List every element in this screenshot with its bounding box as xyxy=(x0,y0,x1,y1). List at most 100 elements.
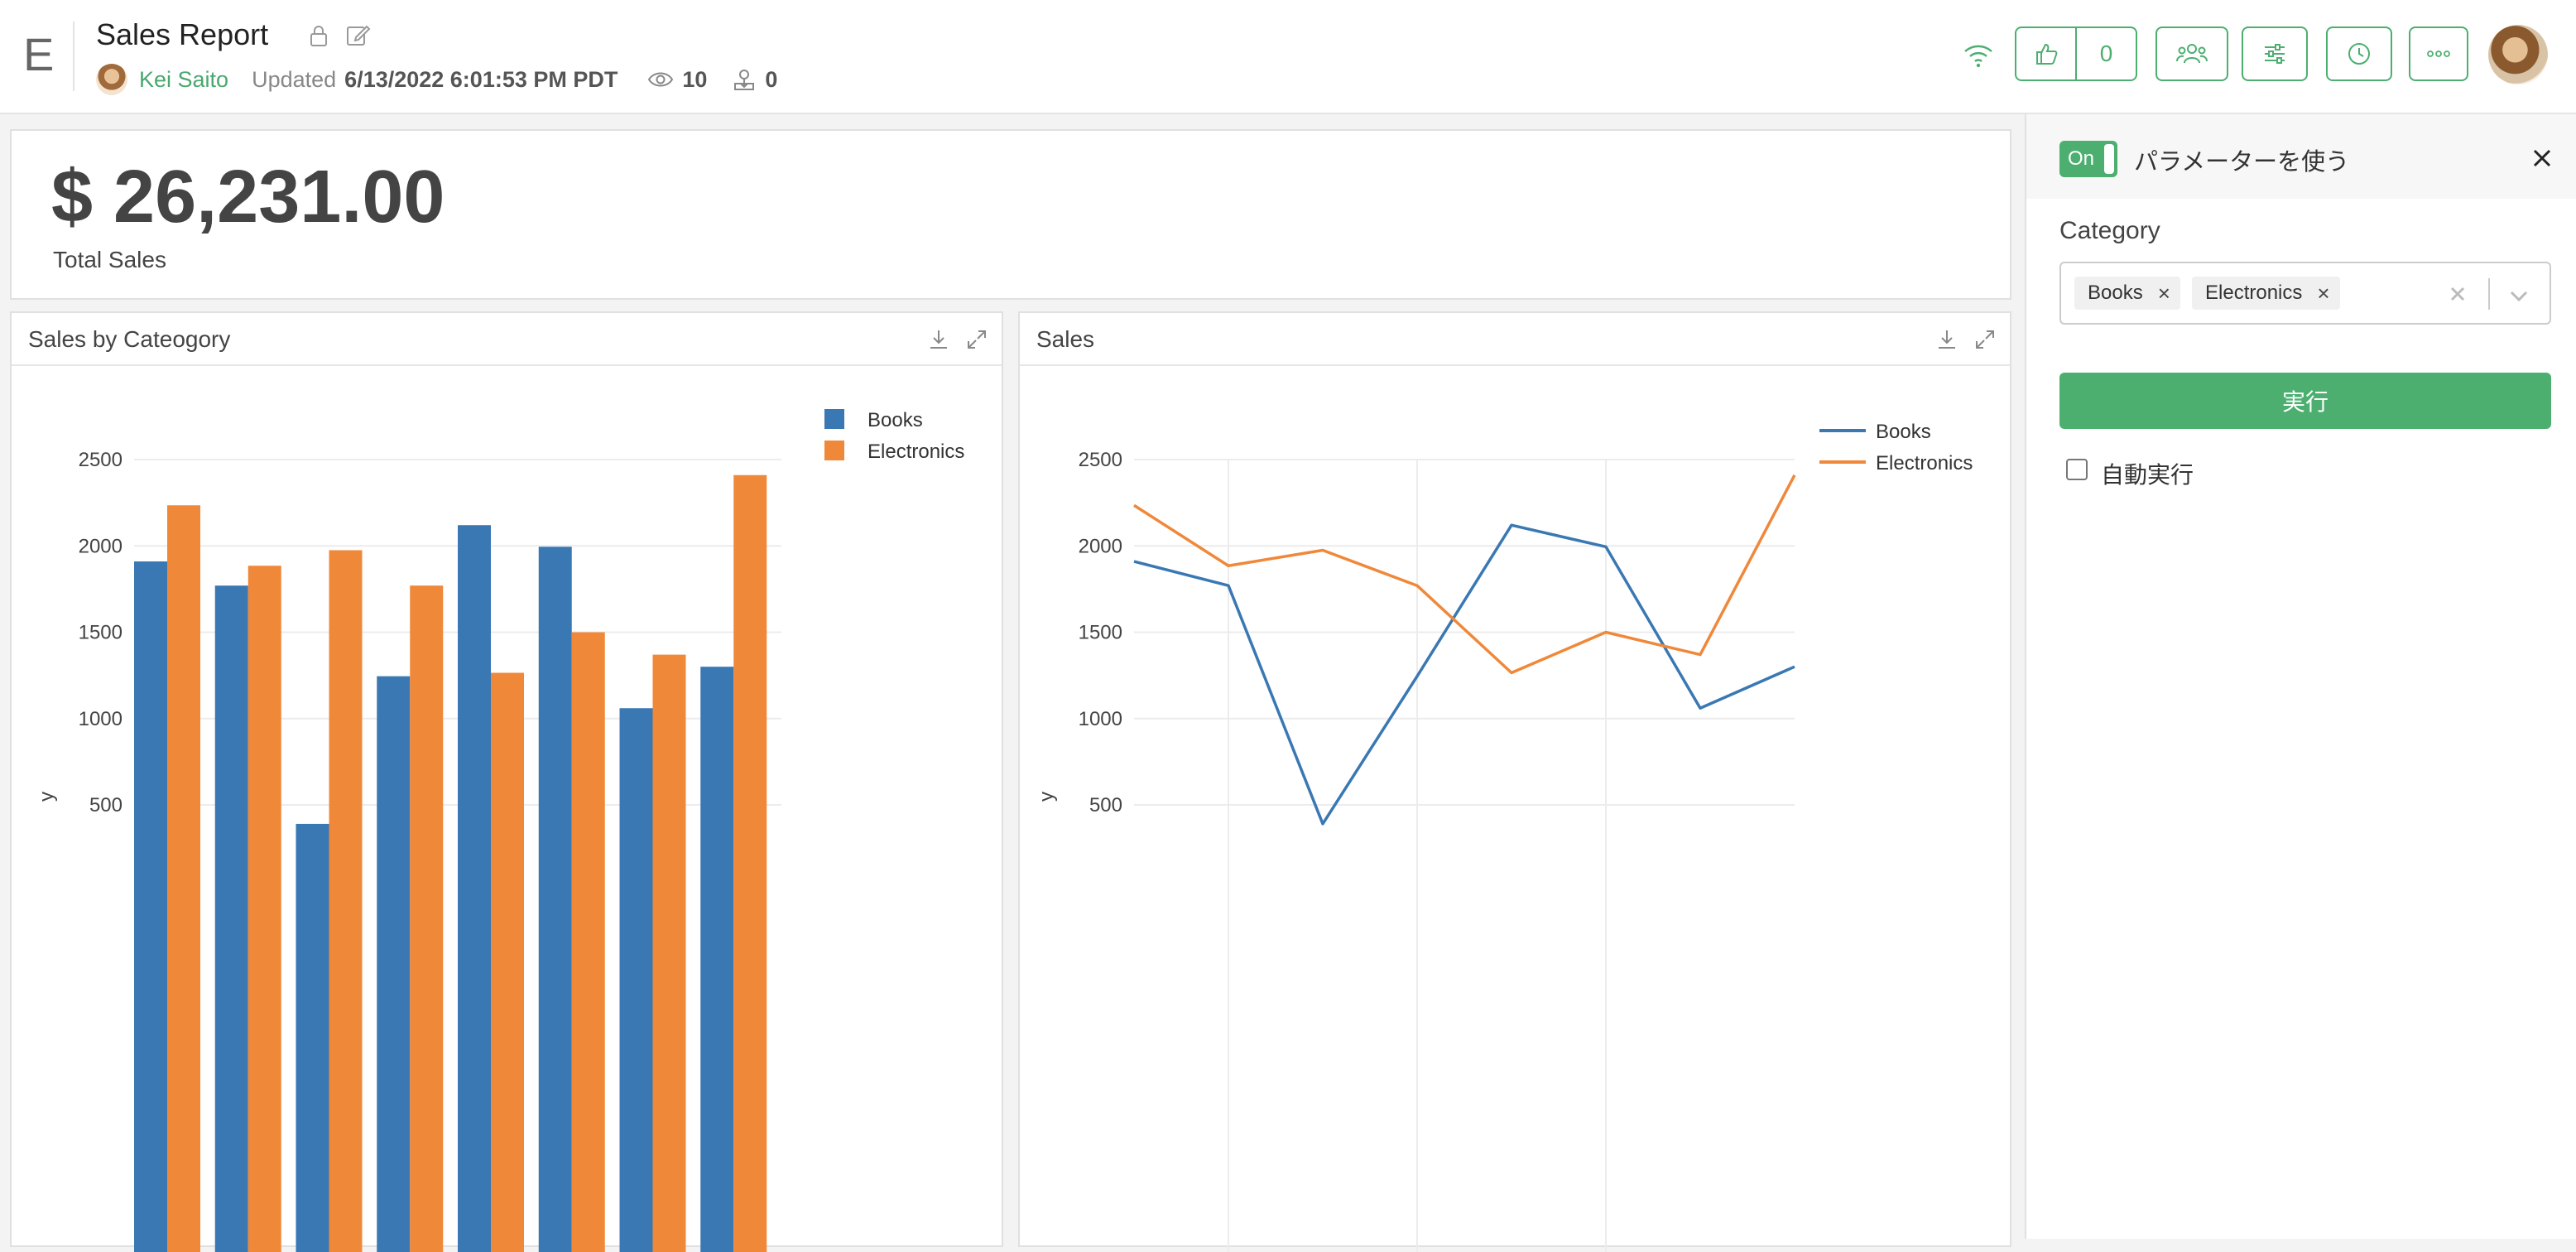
auto-run-checkbox[interactable] xyxy=(2066,459,2088,480)
y-tick-label: 1000 xyxy=(79,708,123,730)
y-tick-label: 1500 xyxy=(1079,622,1122,644)
select-divider xyxy=(2488,278,2490,310)
lock-icon[interactable] xyxy=(306,23,331,48)
views-count: 10 xyxy=(682,67,707,93)
y-tick-label: 2000 xyxy=(1079,535,1122,557)
bar xyxy=(296,824,329,1252)
downloads-count: 0 xyxy=(765,67,777,93)
bar xyxy=(539,547,572,1252)
bar xyxy=(329,550,363,1252)
y-axis-label: y xyxy=(1036,792,1058,802)
series-line xyxy=(1134,525,1795,824)
parameters-panel-header: On パラメーターを使う xyxy=(2026,114,2576,199)
views-stat: 10 xyxy=(647,67,707,93)
auto-run-label[interactable]: 自動実行 xyxy=(2101,457,2194,490)
bar-chart-header: Sales by Cateogory xyxy=(12,313,1002,366)
bar-chart: 500 1000 1500 2000 2500 y Books Electronics xyxy=(12,366,1002,1252)
bar xyxy=(620,708,653,1252)
bar xyxy=(700,667,733,1252)
bar-chart-title: Sales by Cateogory xyxy=(28,326,230,353)
series-line xyxy=(1134,475,1795,673)
legend-label: Electronics xyxy=(1876,452,1973,474)
expand-icon[interactable] xyxy=(1973,328,1997,351)
thumbs-up-icon xyxy=(2034,41,2059,66)
bar xyxy=(491,672,524,1252)
run-button[interactable]: 実行 xyxy=(2059,373,2551,429)
y-tick-label: 1500 xyxy=(79,622,123,644)
sliders-icon xyxy=(2262,41,2287,66)
total-sales-value: $ 26,231.00 xyxy=(51,156,445,238)
updated-label: Updated xyxy=(252,67,336,93)
bar xyxy=(410,585,443,1252)
line-chart-panel: Sales 500 1000 1500 2000 2500 y Books Electroni… xyxy=(1018,311,2011,1247)
line-chart-header: Sales xyxy=(1020,313,2010,366)
toggle-state-label: On xyxy=(2068,147,2094,171)
parameters-side-panel: On パラメーターを使う Category Books × Electronic… xyxy=(2025,114,2576,1239)
like-button[interactable] xyxy=(2016,28,2075,79)
edit-icon[interactable] xyxy=(344,22,371,48)
category-label: Category xyxy=(2059,217,2160,245)
chip-remove-icon[interactable]: × xyxy=(2317,281,2329,306)
app-logo[interactable]: E xyxy=(23,30,54,79)
more-icon xyxy=(2426,50,2451,58)
line-chart: 500 1000 1500 2000 2500 y Books Electronics xyxy=(1020,366,2010,1252)
download-icon[interactable] xyxy=(927,328,950,351)
downloads-stat: 0 xyxy=(732,67,777,93)
toggle-knob xyxy=(2104,144,2114,174)
logo-divider xyxy=(73,22,74,91)
bar xyxy=(458,525,491,1252)
updated-time: 6/13/2022 6:01:53 PM PDT xyxy=(344,67,618,93)
author-avatar[interactable] xyxy=(96,64,127,95)
page-title: Sales Report xyxy=(96,15,268,55)
legend-label: Books xyxy=(1876,421,1931,443)
legend-swatch xyxy=(824,409,844,429)
bar xyxy=(167,505,200,1252)
y-tick-label: 2000 xyxy=(79,535,123,557)
user-avatar[interactable] xyxy=(2488,25,2548,84)
chip-remove-icon[interactable]: × xyxy=(2158,281,2170,306)
users-icon xyxy=(2175,41,2208,66)
more-menu-button[interactable] xyxy=(2409,26,2468,81)
use-parameters-toggle[interactable]: On xyxy=(2059,141,2117,177)
parameters-button[interactable] xyxy=(2242,26,2308,81)
bar xyxy=(134,561,167,1252)
clear-selection-icon[interactable] xyxy=(2445,282,2470,306)
bar xyxy=(733,475,767,1252)
expand-icon[interactable] xyxy=(965,328,988,351)
clock-icon xyxy=(2347,41,2372,66)
chip-label: Electronics xyxy=(2205,282,2302,305)
chevron-down-icon[interactable] xyxy=(2506,283,2531,308)
legend-swatch xyxy=(824,441,844,460)
total-sales-label: Total Sales xyxy=(53,247,166,273)
y-tick-label: 2500 xyxy=(79,449,123,471)
y-tick-label: 1000 xyxy=(1079,708,1122,730)
report-meta: Kei Saito Updated 6/13/2022 6:01:53 PM P… xyxy=(96,61,802,98)
schedule-button[interactable] xyxy=(2326,26,2392,81)
share-users-button[interactable] xyxy=(2155,26,2228,81)
author-link[interactable]: Kei Saito xyxy=(139,67,228,93)
bar xyxy=(215,585,248,1252)
category-chip-electronics: Electronics × xyxy=(2192,277,2340,310)
download-icon[interactable] xyxy=(1935,328,1958,351)
like-button-group: 0 xyxy=(2015,26,2137,81)
total-sales-panel: $ 26,231.00 Total Sales xyxy=(10,129,2011,300)
top-header: E Sales Report Kei Saito Updated 6/13/20… xyxy=(0,0,2576,114)
category-multiselect[interactable]: Books × Electronics × xyxy=(2059,262,2551,325)
user-download-icon xyxy=(732,67,757,92)
close-icon[interactable] xyxy=(2528,144,2556,172)
y-axis-label: y xyxy=(36,792,58,802)
legend-label: Books xyxy=(867,409,923,431)
bar xyxy=(653,655,686,1252)
category-chip-books: Books × xyxy=(2074,277,2180,310)
y-tick-label: 500 xyxy=(1089,794,1122,816)
y-tick-label: 2500 xyxy=(1079,449,1122,471)
legend-label: Electronics xyxy=(867,441,964,463)
wifi-icon[interactable] xyxy=(1960,38,1997,71)
bar xyxy=(377,677,410,1252)
parameters-panel-title: パラメーターを使う xyxy=(2134,142,2349,177)
bar xyxy=(572,633,605,1252)
line-chart-title: Sales xyxy=(1036,326,1094,353)
y-tick-label: 500 xyxy=(89,794,123,816)
eye-icon xyxy=(647,70,674,89)
chip-label: Books xyxy=(2088,282,2143,305)
